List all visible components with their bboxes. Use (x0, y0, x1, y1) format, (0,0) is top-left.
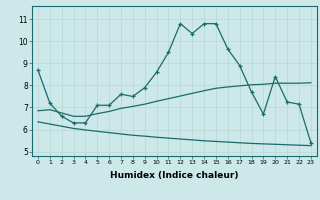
X-axis label: Humidex (Indice chaleur): Humidex (Indice chaleur) (110, 171, 239, 180)
